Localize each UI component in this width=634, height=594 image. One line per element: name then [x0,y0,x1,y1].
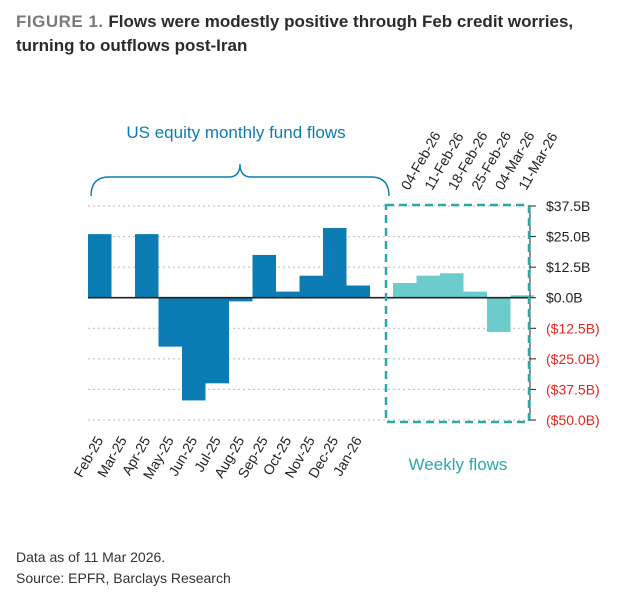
weekly-bar [440,273,464,298]
figure-label: FIGURE 1. [16,12,104,31]
y-tick-label: ($50.0B) [546,412,600,428]
weekly-series-label: Weekly flows [409,455,508,474]
weekly-highlight-box [384,203,531,424]
monthly-bar [252,254,276,298]
weekly-bar [487,297,511,332]
monthly-bar [346,285,370,298]
figure-title-text: Flows were modestly positive through Feb… [16,12,574,55]
y-tick-label: ($12.5B) [546,320,600,336]
weekly-bars [393,273,534,332]
footnote-date: Data as of 11 Mar 2026. [16,549,166,565]
y-tick-label: $25.0B [546,229,590,245]
monthly-bar [323,228,347,298]
monthly-series-label: US equity monthly fund flows [126,123,345,142]
monthly-bar [229,297,253,302]
weekly-bar [463,291,487,298]
axes [88,205,536,421]
monthly-bar [182,297,206,401]
monthly-bars [88,228,370,401]
y-tick-label: $12.5B [546,259,590,275]
monthly-bar [158,297,182,347]
weekly-bar [416,275,440,298]
annotations: US equity monthly fund flows Weekly flows [90,123,531,474]
figure-title: FIGURE 1. Flows were modestly positive t… [16,10,626,58]
monthly-bar [276,291,300,298]
y-tick-label: ($37.5B) [546,381,600,397]
y-tick-label: $37.5B [546,198,590,214]
monthly-bar [205,297,229,384]
y-tick-label: $0.0B [546,290,583,306]
y-tick-label: ($25.0B) [546,351,600,367]
monthly-bar [299,275,323,298]
monthly-brace [90,163,390,197]
monthly-bar [88,234,112,298]
grid-lines [88,205,530,421]
weekly-bar [393,283,417,298]
tick-labels: $37.5B $25.0B $12.5B $0.0B ($12.5B) ($25.0B) (… [70,128,599,482]
weekly-bar [510,295,534,298]
footnote-source: Source: EPFR, Barclays Research [16,570,231,586]
monthly-bar [135,234,159,298]
